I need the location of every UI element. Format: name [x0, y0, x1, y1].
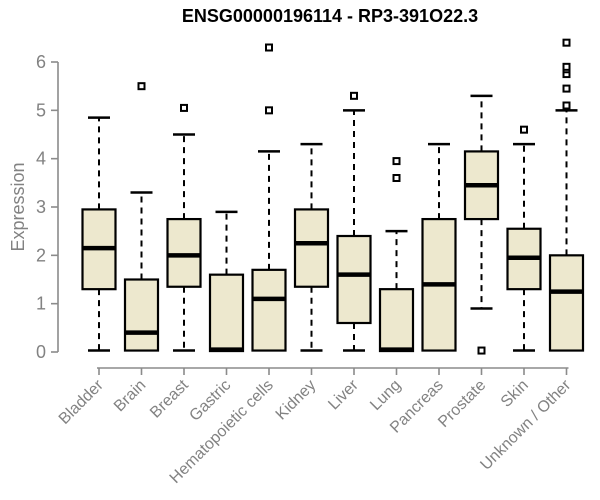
boxplot-hematopoietic-cells	[251, 43, 287, 352]
boxplot-kidney	[293, 142, 330, 352]
box-unknown-other	[548, 254, 585, 352]
boxplot-pancreas	[421, 142, 457, 352]
boxplot-lung	[378, 157, 415, 353]
y-tick-label: 6	[36, 52, 46, 72]
box-brain	[123, 278, 160, 352]
boxplot-prostate	[463, 94, 500, 355]
outlier-point-lung	[392, 157, 401, 166]
boxplot-bladder	[81, 116, 117, 352]
x-category-label-liver: Liver	[325, 376, 362, 413]
box-gastric	[208, 273, 245, 353]
box-series	[81, 38, 585, 355]
outlier-point-unknown-other	[562, 84, 571, 93]
chart-title: ENSG00000196114 - RP3-391O22.3	[182, 6, 478, 26]
boxplot-skin	[506, 125, 542, 352]
x-category-label-skin: Skin	[498, 377, 532, 411]
boxplot-unknown-other	[548, 38, 585, 352]
box-lung	[378, 288, 415, 353]
boxplot-gastric	[208, 210, 245, 353]
x-category-label-prostate: Prostate	[435, 377, 489, 431]
outlier-point-brain	[137, 82, 146, 91]
x-category-label-bladder: Bladder	[56, 376, 107, 427]
x-category-label-kidney: Kidney	[273, 377, 320, 424]
x-category-label-lung: Lung	[367, 377, 404, 414]
outlier-point-prostate	[477, 346, 486, 355]
y-axis-title: Expression	[8, 162, 28, 251]
outlier-point-unknown-other	[562, 62, 571, 71]
x-category-label-brain: Brain	[111, 377, 149, 415]
y-tick-label: 4	[36, 149, 46, 169]
outlier-point-skin	[520, 125, 528, 134]
y-tick-label: 1	[36, 294, 46, 314]
box-breast	[166, 217, 202, 288]
outlier-point-breast	[180, 103, 188, 112]
outlier-point-unknown-other	[562, 38, 571, 47]
box-kidney	[293, 208, 330, 288]
y-tick-label: 3	[36, 197, 46, 217]
y-tick-label: 5	[36, 100, 46, 120]
box-liver	[336, 234, 372, 325]
boxplot-liver	[336, 91, 372, 352]
boxplot-brain	[123, 82, 160, 352]
x-category-label-breast: Breast	[147, 376, 192, 421]
outlier-point-hematopoietic-cells	[265, 43, 273, 52]
outlier-point-hematopoietic-cells	[265, 106, 273, 115]
outlier-point-liver	[350, 91, 358, 100]
boxplot-breast	[166, 103, 202, 352]
y-tick-label: 0	[36, 342, 46, 362]
box-hematopoietic-cells	[251, 268, 287, 352]
y-tick-label: 2	[36, 245, 46, 265]
outlier-point-unknown-other	[562, 101, 571, 110]
outlier-point-lung	[392, 174, 401, 183]
